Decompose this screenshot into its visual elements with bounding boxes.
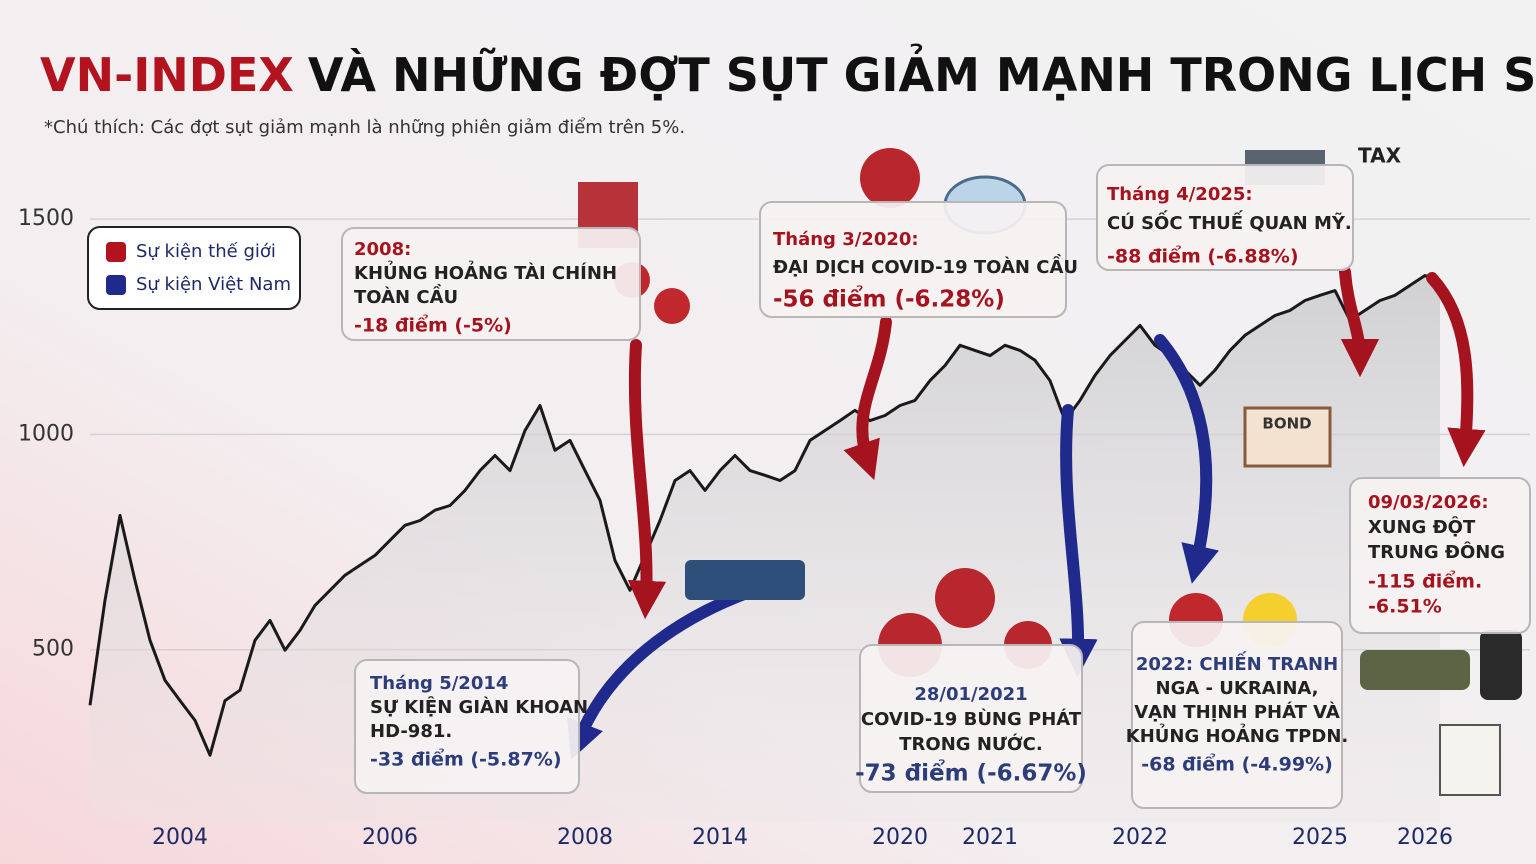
annotation-text: VẠN THỊNH PHÁT VÀ <box>1134 701 1340 723</box>
annotation-text: Tháng 3/2020: <box>773 229 919 250</box>
x-tick-label: 2014 <box>692 825 748 850</box>
arrow <box>843 316 892 481</box>
x-tick-label: 2008 <box>557 825 613 850</box>
annotation-text: Tháng 5/2014 <box>370 673 508 694</box>
legend-label: Sự kiện thế giới <box>136 241 276 262</box>
annotation-text: KHỦNG HOẢNG TPDN. <box>1126 723 1348 747</box>
x-tick-label: 2021 <box>962 825 1018 850</box>
annotation-text: TOÀN CẦU <box>354 284 458 308</box>
annotation-box <box>341 227 641 341</box>
annotation-change: -115 điểm. <box>1368 570 1482 593</box>
arrow <box>1339 266 1380 378</box>
annotation-text: 09/03/2026: <box>1368 492 1489 513</box>
chart-title: VN-INDEX VÀ NHỮNG ĐỢT SỤT GIẢM MẠNH TRONG… <box>40 43 1536 102</box>
arrow <box>627 339 667 620</box>
annotation-change: -6.51% <box>1368 596 1442 618</box>
y-tick-label: 1500 <box>18 206 74 231</box>
bond-icon <box>1243 406 1332 468</box>
annotation-change: -88 điểm (-6.88%) <box>1107 245 1299 268</box>
annotation-text: TRUNG ĐÔNG <box>1368 541 1505 563</box>
arrow <box>1059 404 1098 678</box>
arrow <box>1154 334 1219 584</box>
annotation-change: -18 điểm (-5%) <box>354 314 512 337</box>
x-tick-label: 2026 <box>1397 825 1453 850</box>
annotation-text: HD-981. <box>370 721 452 742</box>
barrel-icon <box>1480 630 1522 700</box>
x-tick-label: 2020 <box>872 825 928 850</box>
annotation-box <box>1349 477 1531 634</box>
icon-label: TAX <box>1358 144 1402 168</box>
annotation-box <box>1131 621 1343 809</box>
annotation-text: 2008: <box>354 239 411 260</box>
title-highlight: VN-INDEX <box>40 48 294 102</box>
virus-icon <box>860 148 920 208</box>
annotation-change: -33 điểm (-5.87%) <box>370 748 562 771</box>
y-tick-label: 1000 <box>18 421 74 446</box>
annotation-change: -56 điểm (-6.28%) <box>773 285 1005 313</box>
annotation-box <box>354 659 580 794</box>
x-tick-label: 2022 <box>1112 825 1168 850</box>
annotation-box <box>759 201 1067 318</box>
subtitle: *Chú thích: Các đợt sụt giảm mạnh là nhữ… <box>44 117 685 138</box>
annotation-change: -68 điểm (-4.99%) <box>1141 753 1333 776</box>
line <box>88 274 1441 757</box>
arrow <box>1426 272 1486 468</box>
ship-icon <box>685 560 805 600</box>
virus-icon <box>935 568 995 628</box>
annotation-text: 2022: CHIẾN TRANH <box>1136 651 1338 675</box>
legend-swatch <box>106 275 126 295</box>
annotation-text: XUNG ĐỘT <box>1368 516 1476 538</box>
annotation-text: ĐẠI DỊCH COVID-19 TOÀN CẦU <box>773 254 1078 278</box>
legend-swatch <box>106 242 126 262</box>
annotation-text: CÚ SỐC THUẾ QUAN MỸ. <box>1107 210 1352 234</box>
tank-icon <box>1360 650 1470 690</box>
annotation-change: -73 điểm (-6.67%) <box>855 759 1087 787</box>
legend-label: Sự kiện Việt Nam <box>136 274 291 295</box>
x-tick-label: 2004 <box>152 825 208 850</box>
y-tick-label: 500 <box>32 637 74 662</box>
title-rest: VÀ NHỮNG ĐỢT SỤT GIẢM MẠNH TRONG LỊCH SỬ <box>308 43 1536 102</box>
annotation-text: KHỦNG HOẢNG TÀI CHÍNH <box>354 260 617 284</box>
annotation-text: Tháng 4/2025: <box>1107 184 1253 205</box>
coin-icon <box>654 288 690 324</box>
paper-icon <box>1439 724 1501 796</box>
annotation-text: 28/01/2021 <box>914 684 1027 705</box>
annotation-text: NGA - UKRAINA, <box>1156 678 1319 699</box>
x-tick-label: 2006 <box>362 825 418 850</box>
annotation-box <box>859 644 1083 793</box>
annotation-text: TRONG NƯỚC. <box>899 733 1042 755</box>
x-tick-label: 2025 <box>1292 825 1348 850</box>
annotation-box <box>1096 164 1354 271</box>
legend <box>87 226 301 310</box>
icon-label: BOND <box>1262 415 1311 433</box>
annotation-text: SỰ KIỆN GIÀN KHOAN <box>370 696 588 718</box>
annotation-text: COVID-19 BÙNG PHÁT <box>861 708 1082 730</box>
